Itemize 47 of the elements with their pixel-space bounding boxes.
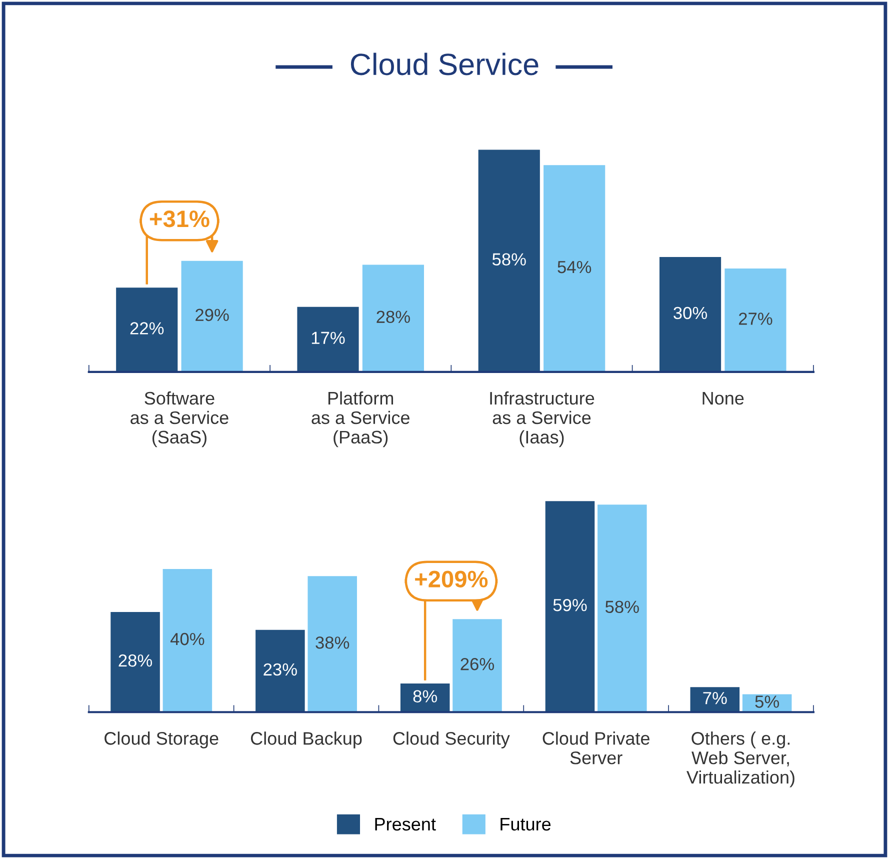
annotation: +209% <box>415 570 488 588</box>
data-label: 58% <box>605 600 639 614</box>
bar <box>544 165 606 372</box>
x-tick-label: Cloud Backup <box>250 732 362 748</box>
data-label: 38% <box>316 636 350 649</box>
bar <box>110 612 160 712</box>
data-label: 28% <box>118 654 152 667</box>
bar <box>362 264 424 372</box>
chart-title: Cloud Service <box>350 52 538 76</box>
bar <box>598 504 647 712</box>
data-label: 26% <box>460 658 494 670</box>
bar <box>297 306 359 372</box>
x-tick-label: Cloud Private Server <box>542 732 650 764</box>
data-label: 58% <box>492 253 526 266</box>
x-tick-label: Cloud Storage <box>104 732 218 748</box>
bar <box>256 630 305 712</box>
data-label: 40% <box>170 632 204 646</box>
bar <box>162 569 212 712</box>
bar <box>181 260 243 372</box>
data-label: 29% <box>196 308 229 322</box>
annotation: +31% <box>150 210 210 228</box>
data-label: 30% <box>674 306 708 320</box>
data-label: 23% <box>264 663 297 676</box>
x-tick-label: None <box>702 392 744 405</box>
x-tick-label: Others ( e.g. Web Server, Virtualization) <box>686 732 794 788</box>
bar <box>659 257 722 372</box>
data-label: 28% <box>376 310 410 323</box>
data-label: 5% <box>755 696 779 708</box>
data-label: 54% <box>558 260 592 274</box>
bar <box>116 288 178 372</box>
x-tick-label: Cloud Security <box>393 732 510 748</box>
x-tick-label: Platform as a Service (PaaS) <box>312 391 410 448</box>
bar <box>545 501 595 712</box>
data-label: 8% <box>413 690 438 702</box>
x-tick-label: Infrastructure as a Service (Iaas) <box>490 391 594 448</box>
data-label: 59% <box>553 598 587 612</box>
data-label: 17% <box>312 332 345 344</box>
legend-label: Future <box>500 818 551 831</box>
data-label: 22% <box>130 322 164 334</box>
bar <box>724 268 786 372</box>
data-label: 7% <box>703 692 727 704</box>
data-label: 27% <box>738 312 772 325</box>
bar <box>478 150 540 372</box>
legend-label: Present <box>375 818 436 831</box>
bar <box>452 619 502 712</box>
bar <box>308 576 357 712</box>
x-tick-label: Software as a Service (SaaS) <box>130 391 228 448</box>
